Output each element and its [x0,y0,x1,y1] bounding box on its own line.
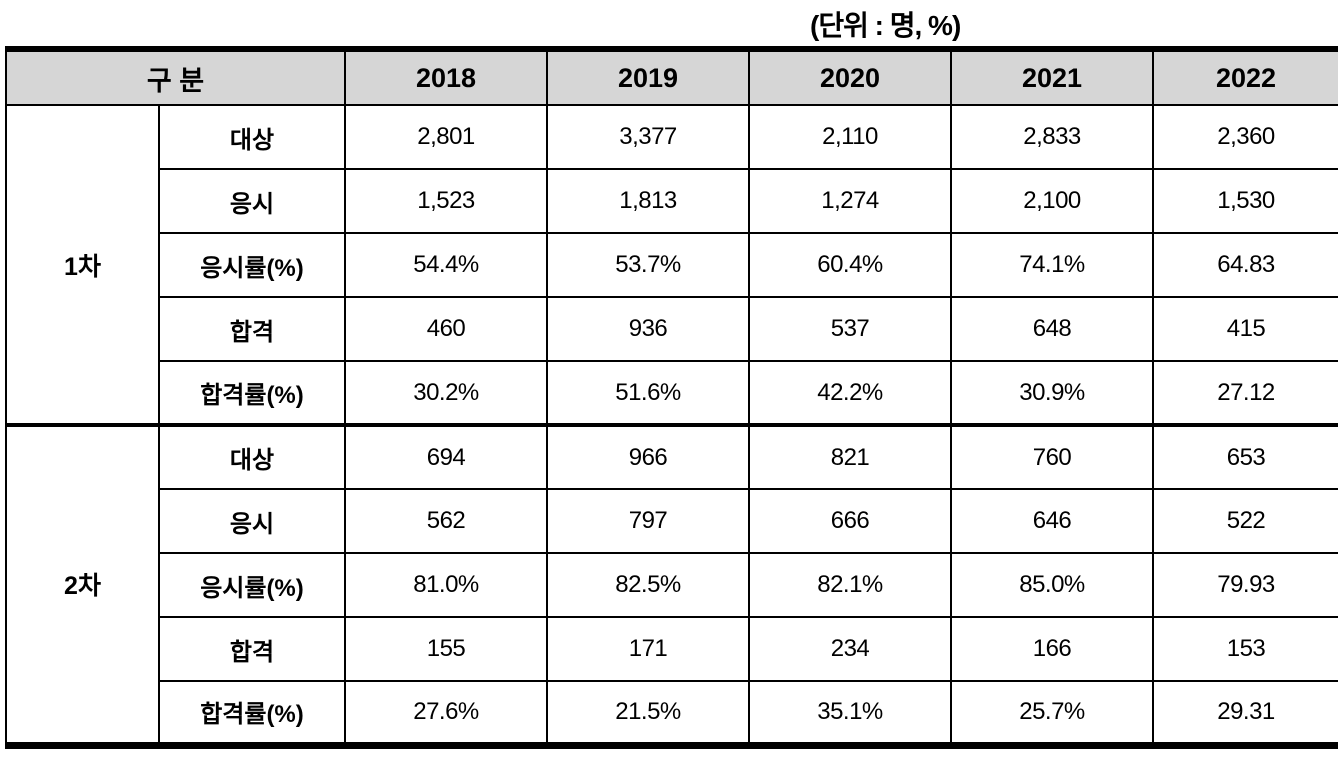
data-cell: 1,523 [344,168,548,234]
data-cell: 42.2% [748,360,952,426]
data-cell: 74.1% [950,232,1154,298]
data-cell: 155 [344,616,548,682]
row-label: 합격률(%) [158,360,346,426]
data-cell: 60.4% [748,232,952,298]
data-cell: 646 [950,488,1154,554]
data-cell: 27.12 [1152,360,1338,426]
data-cell: 2,833 [950,104,1154,170]
data-cell: 54.4% [344,232,548,298]
row-label: 대상 [158,423,346,490]
data-cell: 1,813 [546,168,750,234]
year-header-2018: 2018 [344,48,548,106]
table-row: 1차 대상 2,801 3,377 2,110 2,833 2,360 [5,104,1338,426]
data-cell: 460 [344,296,548,362]
data-cell: 2,360 [1152,104,1338,170]
data-cell: 966 [546,423,750,490]
table-row: 합격률(%) 30.2% 51.6% 42.2% 30.9% 27.12 [6,360,1338,426]
data-cell: 82.1% [748,552,952,618]
row-label: 대상 [158,104,346,170]
data-cell: 153 [1152,616,1338,682]
table-row: 응시률(%) 81.0% 82.5% 82.1% 85.0% 79.93 [6,552,1338,618]
data-cell: 82.5% [546,552,750,618]
data-cell: 760 [950,423,1154,490]
year-header-2022: 2022 [1152,48,1338,106]
data-cell: 64.83 [1152,232,1338,298]
row-label: 합격률(%) [158,680,346,746]
table-row: 응시 1,523 1,813 1,274 2,100 1,530 [6,168,1338,234]
data-cell: 522 [1152,488,1338,554]
year-header-2020: 2020 [748,48,952,106]
data-cell: 81.0% [344,552,548,618]
phase-label-round1: 1차 [5,104,160,426]
data-cell: 35.1% [748,680,952,746]
data-cell: 53.7% [546,232,750,298]
data-cell: 30.2% [344,360,548,426]
data-cell: 166 [950,616,1154,682]
table-row: 합격률(%) 27.6% 21.5% 35.1% 25.7% 29.31 [6,680,1338,746]
data-cell: 653 [1152,423,1338,490]
row-label: 응시률(%) [158,232,346,298]
data-cell: 3,377 [546,104,750,170]
table-row: 2차 대상 694 966 821 760 653 [5,423,1338,746]
data-cell: 27.6% [344,680,548,746]
corner-header: 구 분 [5,48,346,106]
data-cell: 2,100 [950,168,1154,234]
data-cell: 797 [546,488,750,554]
data-cell: 415 [1152,296,1338,362]
data-cell: 85.0% [950,552,1154,618]
year-header-2019: 2019 [546,48,750,106]
data-cell: 666 [748,488,952,554]
data-cell: 79.93 [1152,552,1338,618]
data-cell: 648 [950,296,1154,362]
row-label: 응시 [158,488,346,554]
data-cell: 1,530 [1152,168,1338,234]
data-cell: 234 [748,616,952,682]
row-label: 합격 [158,616,346,682]
exam-statistics-table: 구 분 2018 2019 2020 2021 2022 1차 대상 2,801… [5,46,1338,749]
data-cell: 821 [748,423,952,490]
year-header-2021: 2021 [950,48,1154,106]
row-label: 응시률(%) [158,552,346,618]
table-row: 합격 155 171 234 166 153 [6,616,1338,682]
data-cell: 51.6% [546,360,750,426]
row-label: 합격 [158,296,346,362]
data-cell: 694 [344,423,548,490]
table-row: 합격 460 936 537 648 415 [6,296,1338,362]
data-cell: 171 [546,616,750,682]
data-cell: 562 [344,488,548,554]
row-label: 응시 [158,168,346,234]
data-cell: 537 [748,296,952,362]
data-cell: 30.9% [950,360,1154,426]
table-header-row: 구 분 2018 2019 2020 2021 2022 [5,48,1338,106]
data-cell: 2,801 [344,104,548,170]
data-cell: 1,274 [748,168,952,234]
table-row: 응시 562 797 666 646 522 [6,488,1338,554]
data-cell: 25.7% [950,680,1154,746]
data-cell: 2,110 [748,104,952,170]
data-cell: 21.5% [546,680,750,746]
unit-note: (단위 : 명, %) [810,10,961,41]
data-cell: 29.31 [1152,680,1338,746]
phase-label-round2: 2차 [5,423,160,746]
data-cell: 936 [546,296,750,362]
table-row: 응시률(%) 54.4% 53.7% 60.4% 74.1% 64.83 [6,232,1338,298]
